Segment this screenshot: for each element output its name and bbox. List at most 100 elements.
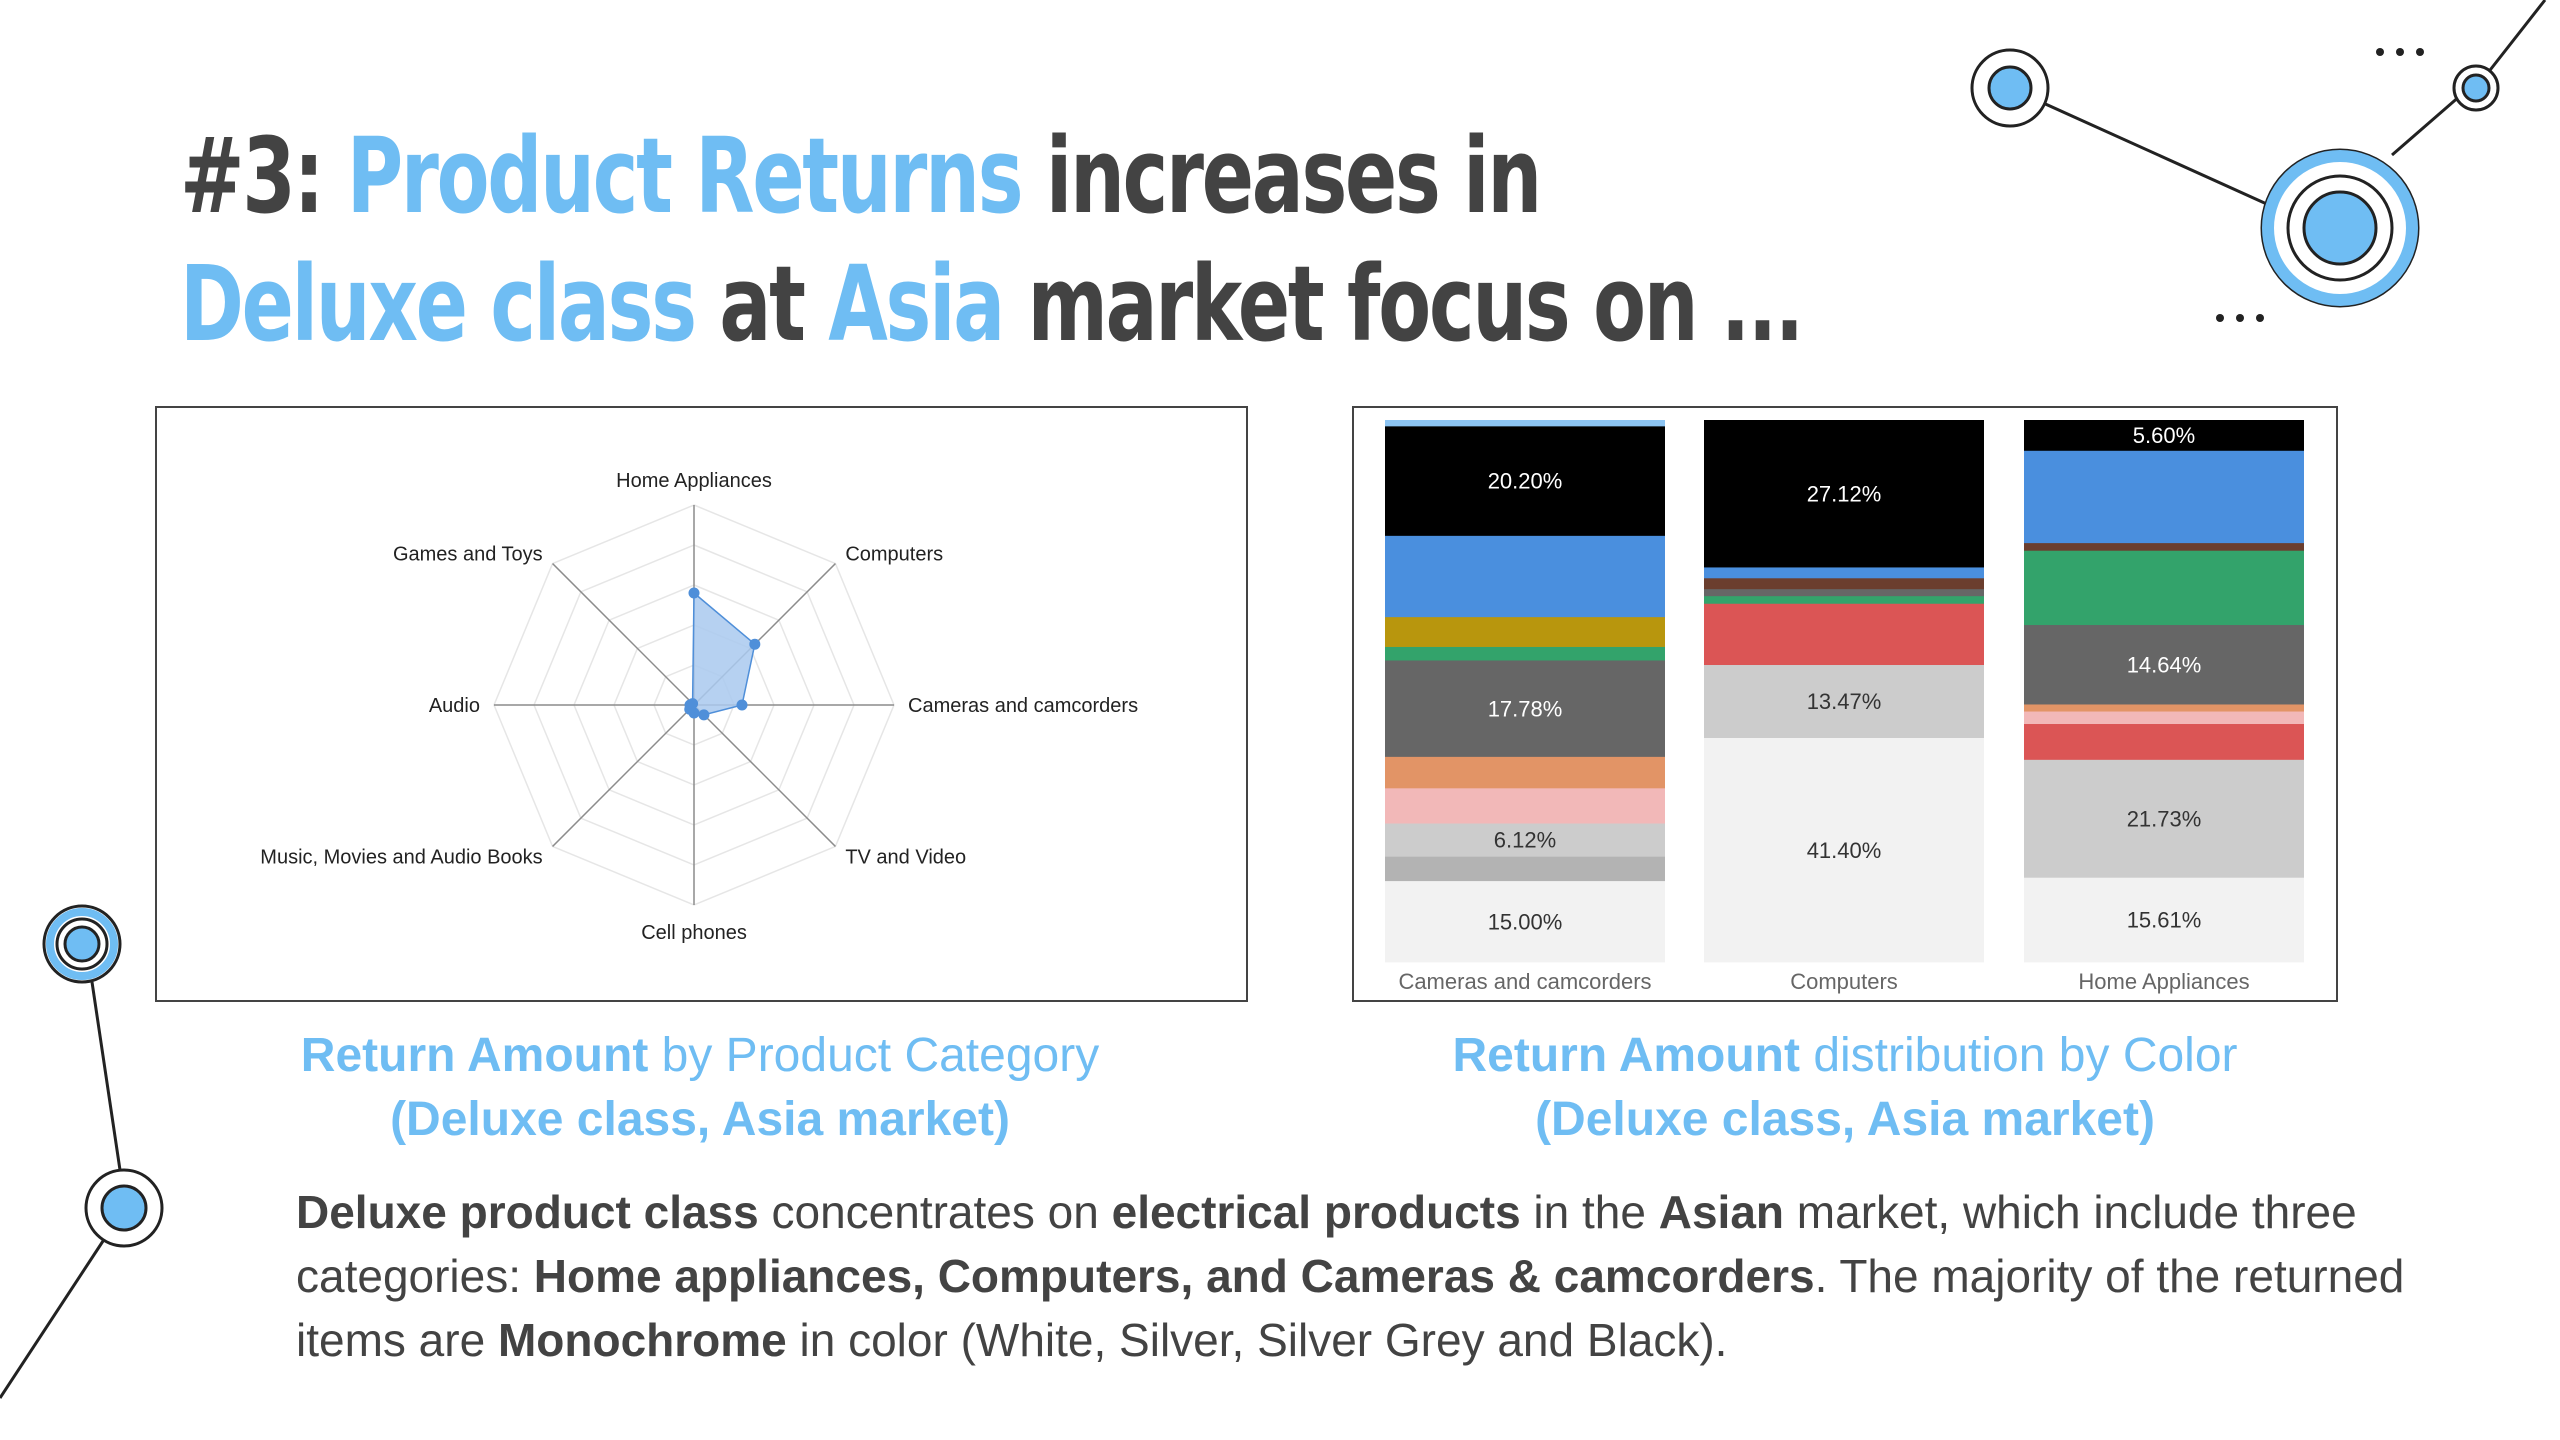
bar-data-label: 14.64% [2127, 652, 2202, 677]
bar-segment [1704, 603, 1984, 666]
caption-right-line2: (Deluxe class, Asia market) [1535, 1093, 2155, 1146]
bar-segment [2024, 550, 2304, 626]
radar-data-point [687, 698, 699, 710]
bar-segment [1385, 535, 1665, 618]
summary-text-8: . The majority of the returned items are [296, 1250, 2405, 1366]
bar-segment [2024, 450, 2304, 544]
summary-text-4: in the [1520, 1186, 1659, 1238]
summary-bold-5: Asian [1658, 1186, 1785, 1238]
node-circle-left-lower [84, 1168, 164, 1248]
bar-category-label: Cameras and camcorders [1398, 969, 1651, 994]
radar-chart-panel: Home Appliances Computers Cameras and camc… [155, 406, 1248, 1002]
bar-category-label: Home Appliances [2078, 969, 2249, 994]
radar-series-area [688, 591, 756, 716]
bar-segment [2024, 542, 2304, 551]
ellipsis-dots-top [2376, 48, 2424, 56]
radar-data-point [749, 638, 761, 650]
radar-data-point [688, 587, 700, 599]
radar-axis-line [693, 704, 836, 847]
bar-data-label: 21.73% [2127, 806, 2202, 831]
caption-left-line2: (Deluxe class, Asia market) [390, 1093, 1010, 1146]
bar-segment [2024, 711, 2304, 725]
bar-segment [1385, 646, 1665, 661]
node-circle-left-upper [42, 904, 122, 984]
radar-chart: Home Appliances Computers Cameras and camc… [260, 470, 1138, 944]
node-circle-large [2260, 148, 2420, 308]
radar-data-point [736, 699, 748, 711]
bar-segment [1704, 664, 1984, 739]
summary-bold-7: Home appliances, Computers, and Cameras … [533, 1250, 1815, 1302]
bar-segment [1385, 787, 1665, 824]
bar-chart-caption: Return Amount distribution by Color (Del… [1345, 1024, 2345, 1152]
bar-segment [1704, 567, 1984, 579]
bar-segment [1704, 420, 1984, 568]
bar-segment [1385, 616, 1665, 647]
title-highlight-product-returns: Product Returns [346, 115, 1024, 237]
bar-segment [1385, 660, 1665, 757]
bar-column: 15.00% 6.12% 17.78% 20.20% [1385, 420, 1665, 963]
bar-segment [2024, 420, 2304, 451]
bar-segment [1385, 756, 1665, 789]
bar-segment [2024, 624, 2304, 705]
radar-axis-label: TV and Video [845, 846, 966, 868]
bar-data-label: 27.12% [1807, 482, 1882, 507]
bar-data-label: 41.40% [1807, 838, 1882, 863]
bar-segment [1385, 425, 1665, 536]
title-part-1: #3: [180, 115, 347, 237]
radar-axis-label: Computers [845, 544, 943, 566]
summary-bold-9: Monochrome [497, 1314, 787, 1366]
radar-axis-label: Games and Toys [393, 544, 543, 566]
bar-segment [1704, 737, 1984, 963]
radar-axis-label: Home Appliances [616, 470, 772, 492]
title-highlight-deluxe-class: Deluxe class [180, 243, 697, 365]
bar-segment [2024, 723, 2304, 760]
bar-data-label: 15.61% [2127, 908, 2202, 933]
bar-data-label: 5.60% [2133, 423, 2195, 448]
title-part-3: increases in [1021, 115, 1542, 237]
caption-right-bold: Return Amount [1452, 1029, 1800, 1082]
bar-segment [1704, 595, 1984, 604]
stacked-bar-chart-panel: 15.00% 6.12% 17.78% 20.20% Cameras and camco… [1352, 406, 2338, 1002]
bar-segment [1385, 823, 1665, 857]
radar-axis-line [552, 563, 695, 706]
title-part-5: at [694, 243, 829, 365]
bar-segment [1385, 856, 1665, 882]
summary-paragraph: Deluxe product class concentrates on ele… [296, 1180, 2416, 1372]
bar-data-label: 6.12% [1494, 828, 1556, 853]
summary-bold-3: electrical products [1111, 1186, 1521, 1238]
bar-column: 15.61% 21.73% 14.64% 5.60% [2024, 420, 2304, 963]
caption-left-bold: Return Amount [300, 1029, 649, 1082]
summary-text-2: concentrates on [758, 1186, 1112, 1238]
radar-axis-line [552, 704, 695, 847]
bar-segment [2024, 704, 2304, 712]
bar-segment [1704, 577, 1984, 590]
network-lines-left [0, 981, 122, 1399]
radar-axis-label: Cell phones [641, 922, 747, 944]
summary-bold-1: Deluxe product class [296, 1186, 759, 1238]
caption-right-rest: distribution by Color [1799, 1029, 2238, 1082]
bar-data-label: 17.78% [1488, 696, 1563, 721]
radar-data-point [698, 709, 710, 721]
bar-segment [2024, 759, 2304, 878]
caption-left-rest: by Product Category [648, 1029, 1100, 1082]
radar-axis-label: Cameras and camcorders [908, 695, 1138, 717]
title-part-7: market focus on ... [1003, 243, 1805, 365]
node-circle-top-left [1970, 48, 2050, 128]
stacked-bar-chart: 15.00% 6.12% 17.78% 20.20% Cameras and camco… [1385, 420, 2304, 994]
bar-segment [1704, 588, 1984, 597]
node-circle-small-right [2452, 64, 2500, 112]
summary-text-6: market, which include three categories: [296, 1186, 2357, 1302]
bar-data-label: 20.20% [1488, 469, 1563, 494]
summary-text-10: in color (White, Silver, Silver Grey and… [786, 1314, 1728, 1366]
bar-segment [1385, 880, 1665, 963]
bar-data-label: 13.47% [1807, 689, 1882, 714]
ellipsis-dots-mid [2216, 314, 2264, 322]
bar-column: 41.40% 13.47% 27.12% [1704, 420, 1984, 963]
radar-axis-label: Audio [429, 695, 480, 717]
radar-chart-caption: Return Amount by Product Category (Delux… [200, 1024, 1200, 1152]
bar-segment [2024, 877, 2304, 963]
bar-segment [1385, 420, 1665, 427]
bar-category-label: Computers [1790, 969, 1898, 994]
radar-axis-label: Music, Movies and Audio Books [260, 846, 542, 868]
